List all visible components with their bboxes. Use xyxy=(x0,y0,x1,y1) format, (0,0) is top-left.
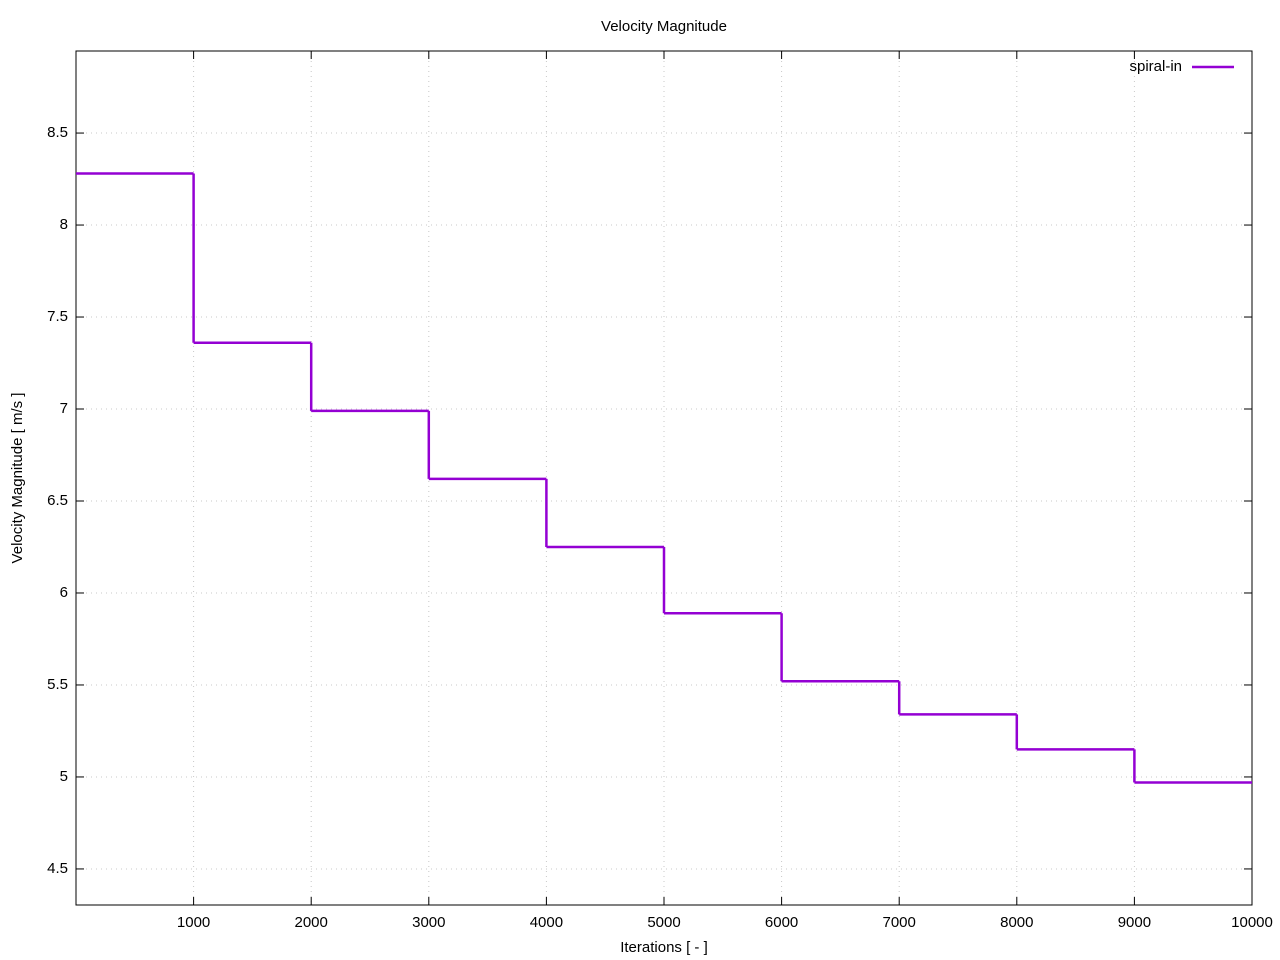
plot-frame xyxy=(75,50,1253,906)
y-tick-label: 8 xyxy=(60,216,68,233)
y-tick-label: 7.5 xyxy=(47,308,68,325)
y-tick-label: 8.5 xyxy=(47,124,68,141)
x-tick-label: 6000 xyxy=(765,914,798,931)
chart-title: Velocity Magnitude xyxy=(601,18,727,35)
legend-label: spiral-in xyxy=(1129,58,1182,75)
y-tick-label: 5.5 xyxy=(47,676,68,693)
x-tick-label: 1000 xyxy=(177,914,210,931)
x-axis-label: Iterations [ - ] xyxy=(620,939,708,956)
x-tick-label: 2000 xyxy=(295,914,328,931)
x-tick-label: 3000 xyxy=(412,914,445,931)
y-tick-label: 4.5 xyxy=(47,860,68,877)
y-tick-label: 6 xyxy=(60,584,68,601)
x-tick-label: 7000 xyxy=(883,914,916,931)
x-tick-label: 5000 xyxy=(647,914,680,931)
y-axis-label: Velocity Magnitude [ m/s ] xyxy=(9,393,26,564)
x-tick-label: 9000 xyxy=(1118,914,1151,931)
y-tick-label: 5 xyxy=(60,768,68,785)
x-tick-label: 10000 xyxy=(1231,914,1273,931)
y-tick-label: 7 xyxy=(60,400,68,417)
y-tick-label: 6.5 xyxy=(47,492,68,509)
x-tick-label: 4000 xyxy=(530,914,563,931)
x-tick-label: 8000 xyxy=(1000,914,1033,931)
